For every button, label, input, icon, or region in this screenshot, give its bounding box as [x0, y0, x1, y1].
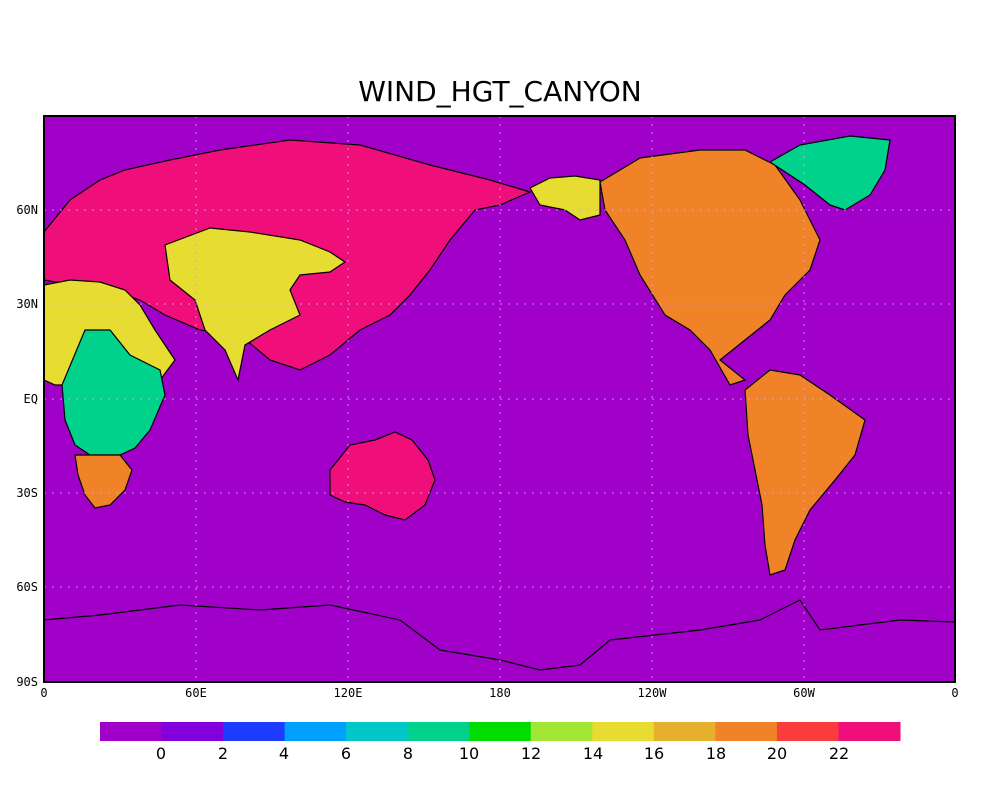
- region-alaska: [529, 175, 601, 221]
- region-north-america: [599, 149, 821, 386]
- y-tick-label: 60S: [16, 580, 38, 594]
- colorbar-labels: 0 2 4 6 8 10 12 14 16 18 20 22: [156, 744, 849, 763]
- y-tick-label: 60N: [16, 203, 38, 217]
- x-tick-label: 120E: [334, 686, 363, 700]
- colorbar-swatch: [346, 722, 409, 741]
- region-southern-africa: [74, 454, 133, 509]
- colorbar-label: 2: [218, 744, 228, 763]
- colorbar-label: 16: [644, 744, 664, 763]
- colorbar-swatch: [592, 722, 655, 741]
- colorbar-label: 0: [156, 744, 166, 763]
- colorbar-swatch: [161, 722, 224, 741]
- x-tick-label: 120W: [638, 686, 668, 700]
- colorbar-label: 12: [521, 744, 541, 763]
- colorbar-label: 14: [583, 744, 603, 763]
- colorbar: [100, 722, 901, 741]
- colorbar-swatch: [469, 722, 532, 741]
- region-central-africa: [61, 329, 166, 456]
- y-tick-label: 30S: [16, 486, 38, 500]
- colorbar-swatch: [223, 722, 286, 741]
- x-tick-label: 60W: [793, 686, 815, 700]
- colorbar-label: 6: [341, 744, 351, 763]
- x-tick-label: 0: [951, 686, 958, 700]
- region-central-asia: [164, 227, 347, 382]
- colorbar-label: 4: [279, 744, 289, 763]
- colorbar-swatch: [407, 722, 470, 741]
- region-south-america: [744, 369, 866, 576]
- y-tick-label: 30N: [16, 297, 38, 311]
- x-tick-label: 180: [489, 686, 511, 700]
- region-greenland: [768, 135, 891, 211]
- colorbar-swatch: [838, 722, 901, 741]
- colorbar-swatch: [284, 722, 347, 741]
- colorbar-label: 10: [459, 744, 479, 763]
- x-axis: 0 60E 120E 180 120W 60W 0: [40, 686, 958, 700]
- plot-title: WIND_HGT_CANYON: [358, 75, 642, 108]
- colorbar-swatch: [653, 722, 716, 741]
- x-tick-label: 60E: [185, 686, 207, 700]
- colorbar-swatch: [530, 722, 593, 741]
- colorbar-swatch: [100, 722, 163, 741]
- y-tick-label: EQ: [24, 392, 38, 406]
- land-masses: [43, 135, 956, 671]
- colorbar-swatch: [776, 722, 839, 741]
- y-axis: 60N 30N EQ 30S 60S 90S: [16, 203, 38, 689]
- colorbar-label: 20: [767, 744, 787, 763]
- colorbar-swatch: [715, 722, 778, 741]
- region-antarctica-coast: [43, 599, 956, 671]
- colorbar-label: 18: [706, 744, 726, 763]
- y-tick-label: 90S: [16, 675, 38, 689]
- colorbar-label: 8: [403, 744, 413, 763]
- x-tick-label: 0: [40, 686, 47, 700]
- map-panel: [43, 115, 956, 683]
- map-frame: [43, 115, 956, 683]
- colorbar-label: 22: [829, 744, 849, 763]
